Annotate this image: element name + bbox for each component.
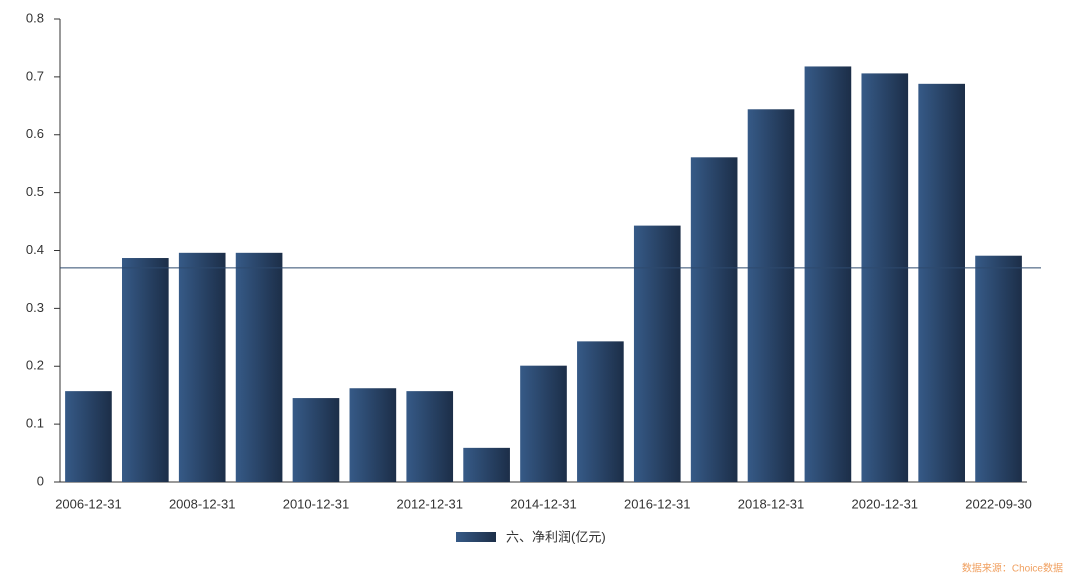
x-tick-label: 2006-12-31	[55, 496, 122, 511]
bar	[975, 255, 1022, 482]
bar	[633, 225, 681, 482]
bar	[65, 391, 112, 482]
bar	[406, 391, 454, 482]
y-tick-label: 0.7	[26, 68, 44, 83]
x-tick-label: 2012-12-31	[396, 496, 463, 511]
bar	[122, 258, 169, 482]
x-tick-label: 2016-12-31	[624, 496, 691, 511]
x-tick-label: 2020-12-31	[852, 496, 919, 511]
y-tick-label: 0.2	[26, 358, 44, 373]
bar	[861, 73, 909, 482]
bar	[577, 341, 624, 482]
y-tick-label: 0.8	[26, 10, 44, 25]
y-tick-label: 0.3	[26, 300, 44, 315]
y-tick-label: 0	[37, 473, 44, 488]
bar	[178, 252, 226, 482]
source-note: 数据来源：Choice数据	[962, 562, 1063, 575]
legend-label: 六、净利润(亿元)	[506, 529, 606, 544]
y-tick-label: 0.1	[26, 416, 44, 431]
bar	[520, 365, 567, 482]
x-tick-label: 2008-12-31	[169, 496, 236, 511]
y-tick-label: 0.6	[26, 126, 44, 141]
bar	[690, 157, 738, 483]
bar	[918, 83, 965, 482]
bar	[804, 66, 852, 483]
x-tick-label: 2022-09-30	[965, 496, 1032, 511]
y-tick-label: 0.5	[26, 184, 44, 199]
bar	[349, 388, 397, 482]
bar	[747, 109, 795, 482]
x-tick-label: 2018-12-31	[738, 496, 805, 511]
bar	[463, 447, 510, 482]
y-tick-label: 0.4	[26, 242, 44, 257]
legend-swatch	[456, 532, 496, 542]
x-tick-label: 2014-12-31	[510, 496, 577, 511]
x-tick-label: 2010-12-31	[283, 496, 350, 511]
bar	[235, 252, 283, 482]
bar	[292, 398, 340, 482]
